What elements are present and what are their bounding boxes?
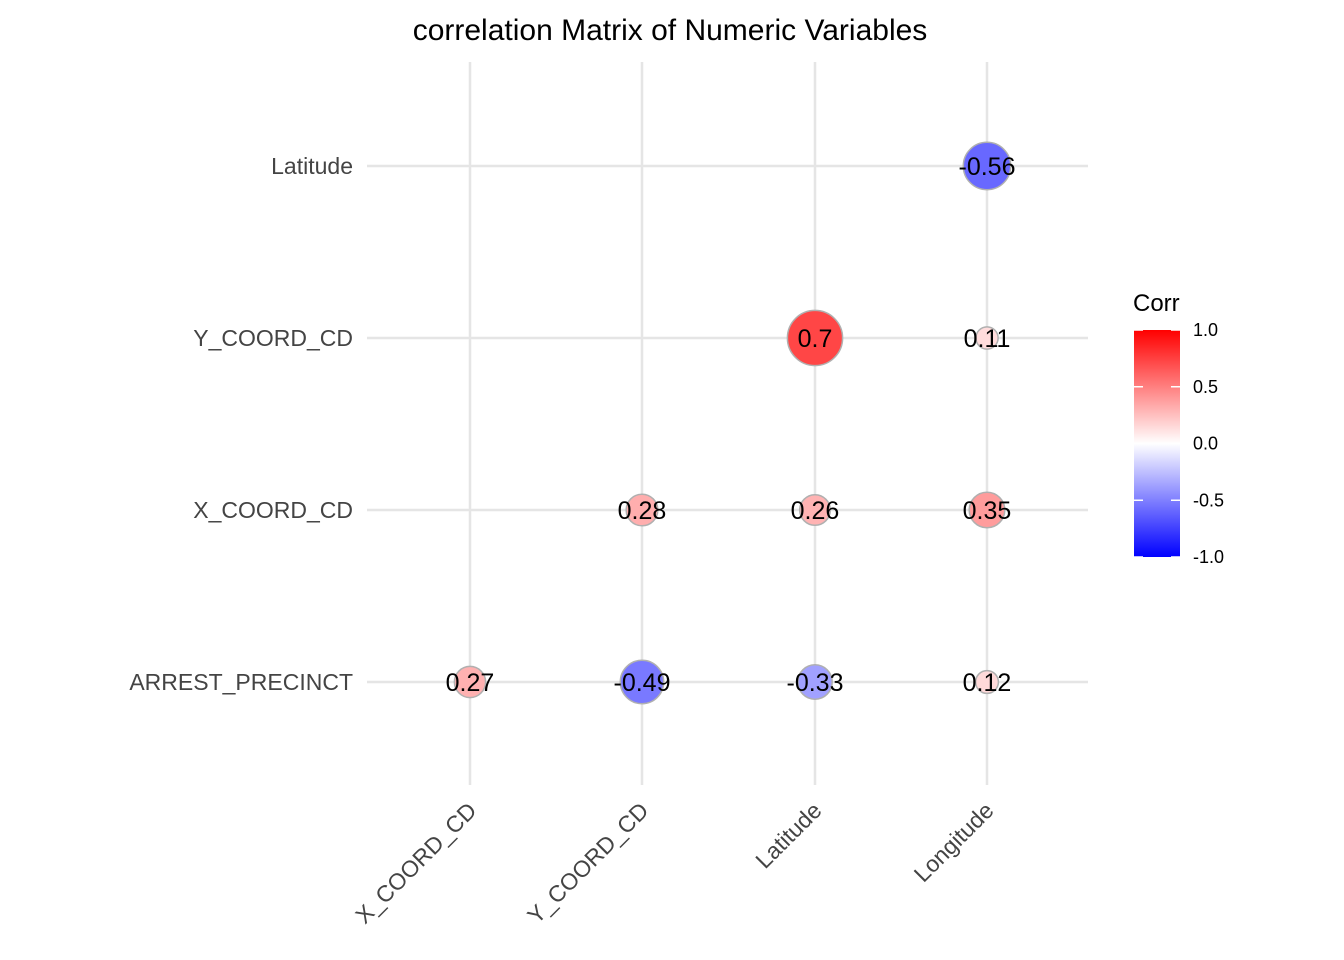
x-axis-labels: X_COORD_CD Y_COORD_CD Latitude Longitude [350,797,998,928]
point-Longitude-X_COORD_CD [968,491,1006,529]
point-Longitude-ARREST_PRECINCT [974,669,1000,695]
point-Latitude-Y_COORD_CD [786,309,844,367]
x-tick-label-Longitude: Longitude [909,797,999,887]
legend-tick-label: -0.5 [1193,490,1224,510]
value-label-Longitude-ARREST_PRECINCT: 0.12 [963,669,1012,697]
y-tick-label-Y_COORD_CD: Y_COORD_CD [193,325,353,351]
legend-tick-label: 1.0 [1193,320,1218,340]
y-tick-label-X_COORD_CD: X_COORD_CD [193,497,353,523]
point-Latitude-ARREST_PRECINCT [797,664,833,700]
value-label-Y_COORD_CD-ARREST_PRECINCT: -0.49 [614,669,671,697]
legend-tick-label: 0.0 [1193,434,1218,454]
legend-ticks: 1.0 0.5 0.0 -0.5 -1.0 [1134,320,1224,567]
point-Y_COORD_CD-ARREST_PRECINCT [619,659,665,705]
value-label-Longitude-Latitude: -0.56 [959,153,1016,181]
value-label-X_COORD_CD-ARREST_PRECINCT: 0.27 [446,669,495,697]
legend-title: Corr [1133,290,1180,317]
point-X_COORD_CD-ARREST_PRECINCT [453,665,487,699]
value-label-Latitude-ARREST_PRECINCT: -0.33 [787,669,844,697]
legend-tick-label: 0.5 [1193,377,1218,397]
correlation-points [453,141,1012,705]
point-Longitude-Latitude [962,141,1012,191]
value-label-Y_COORD_CD-X_COORD_CD: 0.28 [618,497,667,525]
value-label-Latitude-X_COORD_CD: 0.26 [791,497,840,525]
point-Longitude-Y_COORD_CD [975,326,999,350]
x-tick-label-Latitude: Latitude [750,797,826,873]
point-Latitude-X_COORD_CD [798,493,832,527]
y-axis-labels: ARREST_PRECINCT X_COORD_CD Y_COORD_CD Latit… [129,153,353,695]
point-Y_COORD_CD-X_COORD_CD [625,493,659,527]
value-label-Longitude-X_COORD_CD: 0.35 [963,497,1012,525]
correlation-labels: -0.56 0.7 0.11 0.28 0.26 0.35 0.27 -0.49 -0.33 0.… [446,153,1016,697]
x-tick-label-Y_COORD_CD: Y_COORD_CD [522,797,653,928]
y-tick-label-Latitude: Latitude [271,153,353,179]
legend: Corr 1.0 0.5 0.0 -0.5 -1.0 [1133,290,1224,567]
y-tick-label-ARREST_PRECINCT: ARREST_PRECINCT [129,669,353,695]
value-label-Latitude-Y_COORD_CD: 0.7 [798,325,833,353]
x-tick-label-X_COORD_CD: X_COORD_CD [350,797,481,928]
chart-title: correlation Matrix of Numeric Variables [413,14,928,47]
value-label-Longitude-Y_COORD_CD: 0.11 [964,325,1011,353]
legend-tick-label: -1.0 [1193,547,1224,567]
